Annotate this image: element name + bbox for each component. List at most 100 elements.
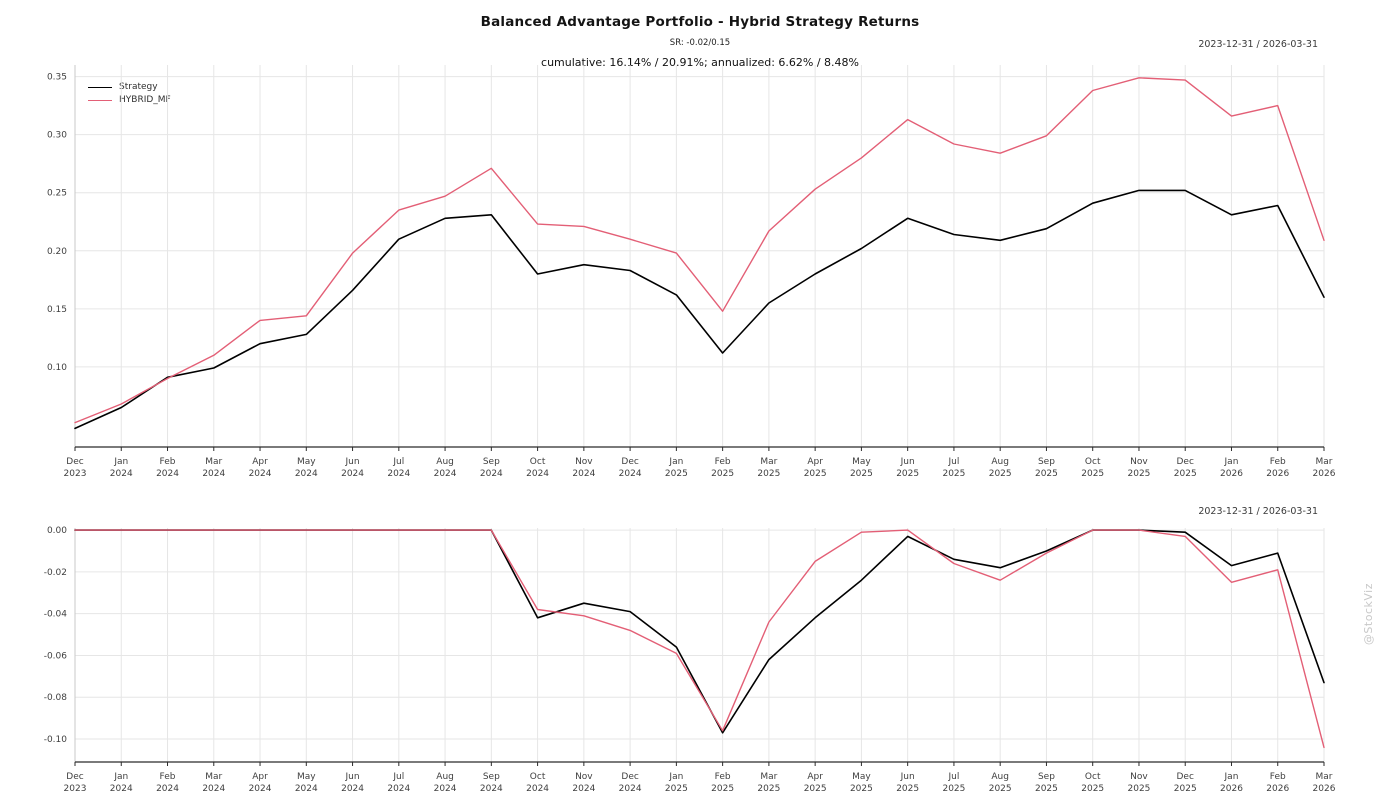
x-tick-label-month: Apr [807, 457, 823, 467]
legend-item-hybrid-mf: HYBRID_MF [88, 94, 171, 107]
x-tick-label-year: 2025 [757, 784, 780, 794]
x-tick-label-year: 2024 [249, 469, 272, 479]
x-tick-label-year: 2024 [480, 469, 503, 479]
x-tick-label-month: Dec [621, 457, 638, 467]
x-tick-label-year: 2026 [1266, 469, 1289, 479]
x-tick-label-year: 2025 [1081, 469, 1104, 479]
x-tick-label-year: 2024 [572, 784, 595, 794]
series-line-hybrid_mf [74, 529, 1325, 749]
x-tick-label-year: 2024 [434, 469, 457, 479]
x-tick-label-month: Jul [392, 457, 404, 467]
x-tick-label-year: 2026 [1220, 469, 1243, 479]
x-tick-label-month: Jun [345, 772, 360, 782]
x-tick-label-year: 2025 [942, 469, 965, 479]
x-tick-label-year: 2026 [1266, 784, 1289, 794]
y-tick-label: 0.15 [47, 305, 67, 315]
x-tick-label-month: Jan [1224, 457, 1239, 467]
x-tick-label-year: 2024 [387, 469, 410, 479]
x-tick-label-year: 2025 [757, 469, 780, 479]
date-range-label-top: 2023-12-31 / 2026-03-31 [1198, 39, 1318, 50]
x-tick-label-month: Nov [1130, 457, 1148, 467]
y-tick-label: -0.08 [44, 693, 68, 703]
x-tick-label-month: Sep [483, 457, 500, 467]
x-tick-label-month: Jun [345, 457, 360, 467]
x-tick-label-year: 2025 [942, 784, 965, 794]
x-tick-label-month: Sep [483, 772, 500, 782]
x-tick-label-year: 2023 [64, 469, 87, 479]
x-tick-label-year: 2024 [110, 784, 133, 794]
x-tick-label-year: 2025 [711, 784, 734, 794]
x-tick-label-year: 2025 [1081, 784, 1104, 794]
x-tick-label-year: 2025 [804, 784, 827, 794]
x-tick-label-year: 2025 [896, 469, 919, 479]
x-tick-label-month: Dec [66, 772, 83, 782]
x-tick-label-month: May [852, 772, 871, 782]
y-tick-label: 0.10 [47, 363, 67, 373]
chart-subtitle-sharpe-ratio: SR: -0.02/0.15 [669, 38, 731, 48]
x-tick-label-year: 2024 [202, 784, 225, 794]
x-tick-label-month: Nov [575, 457, 593, 467]
x-tick-label-month: Jan [113, 772, 128, 782]
x-tick-label-year: 2024 [202, 469, 225, 479]
x-tick-label-month: Mar [760, 772, 777, 782]
x-tick-label-year: 2025 [850, 784, 873, 794]
x-tick-label-month: Mar [1316, 457, 1333, 467]
x-tick-label-month: Dec [621, 772, 638, 782]
stockviz-watermark: @StockViz [1362, 583, 1375, 646]
x-tick-label-year: 2024 [526, 469, 549, 479]
y-tick-label: 0.35 [47, 73, 67, 83]
x-tick-label-year: 2025 [896, 784, 919, 794]
x-tick-label-year: 2024 [156, 469, 179, 479]
y-tick-label: -0.04 [44, 610, 68, 620]
series-line-hybrid_mf [74, 77, 1325, 424]
x-tick-label-month: Dec [1177, 772, 1194, 782]
x-tick-label-year: 2026 [1313, 469, 1336, 479]
x-tick-label-year: 2025 [1035, 784, 1058, 794]
x-tick-label-month: Dec [1177, 457, 1194, 467]
x-tick-label-year: 2025 [989, 469, 1012, 479]
x-tick-label-month: Oct [1085, 772, 1101, 782]
x-tick-label-month: Aug [436, 772, 454, 782]
x-tick-label-month: Jan [668, 772, 683, 782]
x-tick-label-month: Jun [900, 457, 915, 467]
x-tick-label-year: 2024 [619, 469, 642, 479]
series-line-strategy [74, 529, 1325, 734]
y-tick-label: 0.20 [47, 247, 67, 257]
x-tick-label-month: Dec [66, 457, 83, 467]
x-tick-label-year: 2024 [295, 784, 318, 794]
x-tick-label-year: 2026 [1313, 784, 1336, 794]
x-tick-label-year: 2025 [711, 469, 734, 479]
x-tick-label-month: Apr [252, 457, 268, 467]
y-tick-label: 0.30 [47, 131, 67, 141]
x-tick-label-year: 2025 [850, 469, 873, 479]
x-tick-label-year: 2025 [1128, 469, 1151, 479]
x-tick-label-month: Jan [668, 457, 683, 467]
x-tick-label-year: 2024 [619, 784, 642, 794]
x-tick-label-year: 2025 [804, 469, 827, 479]
cumulative-returns-chart: 0.35 0.30 0.25 0.20 0.15 0.10 Dec 2023 Jan 2024 Fe… [47, 65, 1336, 479]
x-tick-label-month: Mar [205, 457, 222, 467]
x-tick-label-month: Aug [991, 457, 1009, 467]
x-tick-label-year: 2025 [1128, 784, 1151, 794]
x-tick-label-month: Feb [715, 457, 731, 467]
x-tick-label-month: Mar [1316, 772, 1333, 782]
x-tick-label-year: 2024 [572, 469, 595, 479]
x-tick-label-year: 2025 [1174, 469, 1197, 479]
x-tick-label-month: Feb [160, 772, 176, 782]
x-tick-label-month: Oct [530, 457, 546, 467]
x-tick-label-month: Oct [530, 772, 546, 782]
x-tick-label-month: Jul [392, 772, 404, 782]
x-tick-label-month: Jul [947, 457, 959, 467]
x-tick-label-year: 2025 [665, 784, 688, 794]
x-tick-label-month: Oct [1085, 457, 1101, 467]
x-tick-label-year: 2024 [387, 784, 410, 794]
x-tick-label-month: Nov [575, 772, 593, 782]
x-tick-label-year: 2024 [526, 784, 549, 794]
x-tick-label-year: 2025 [665, 469, 688, 479]
chart-title: Balanced Advantage Portfolio - Hybrid St… [480, 14, 920, 30]
x-tick-label-year: 2024 [434, 784, 457, 794]
x-tick-label-month: May [852, 457, 871, 467]
x-tick-label-year: 2026 [1220, 784, 1243, 794]
x-tick-label-year: 2024 [110, 469, 133, 479]
